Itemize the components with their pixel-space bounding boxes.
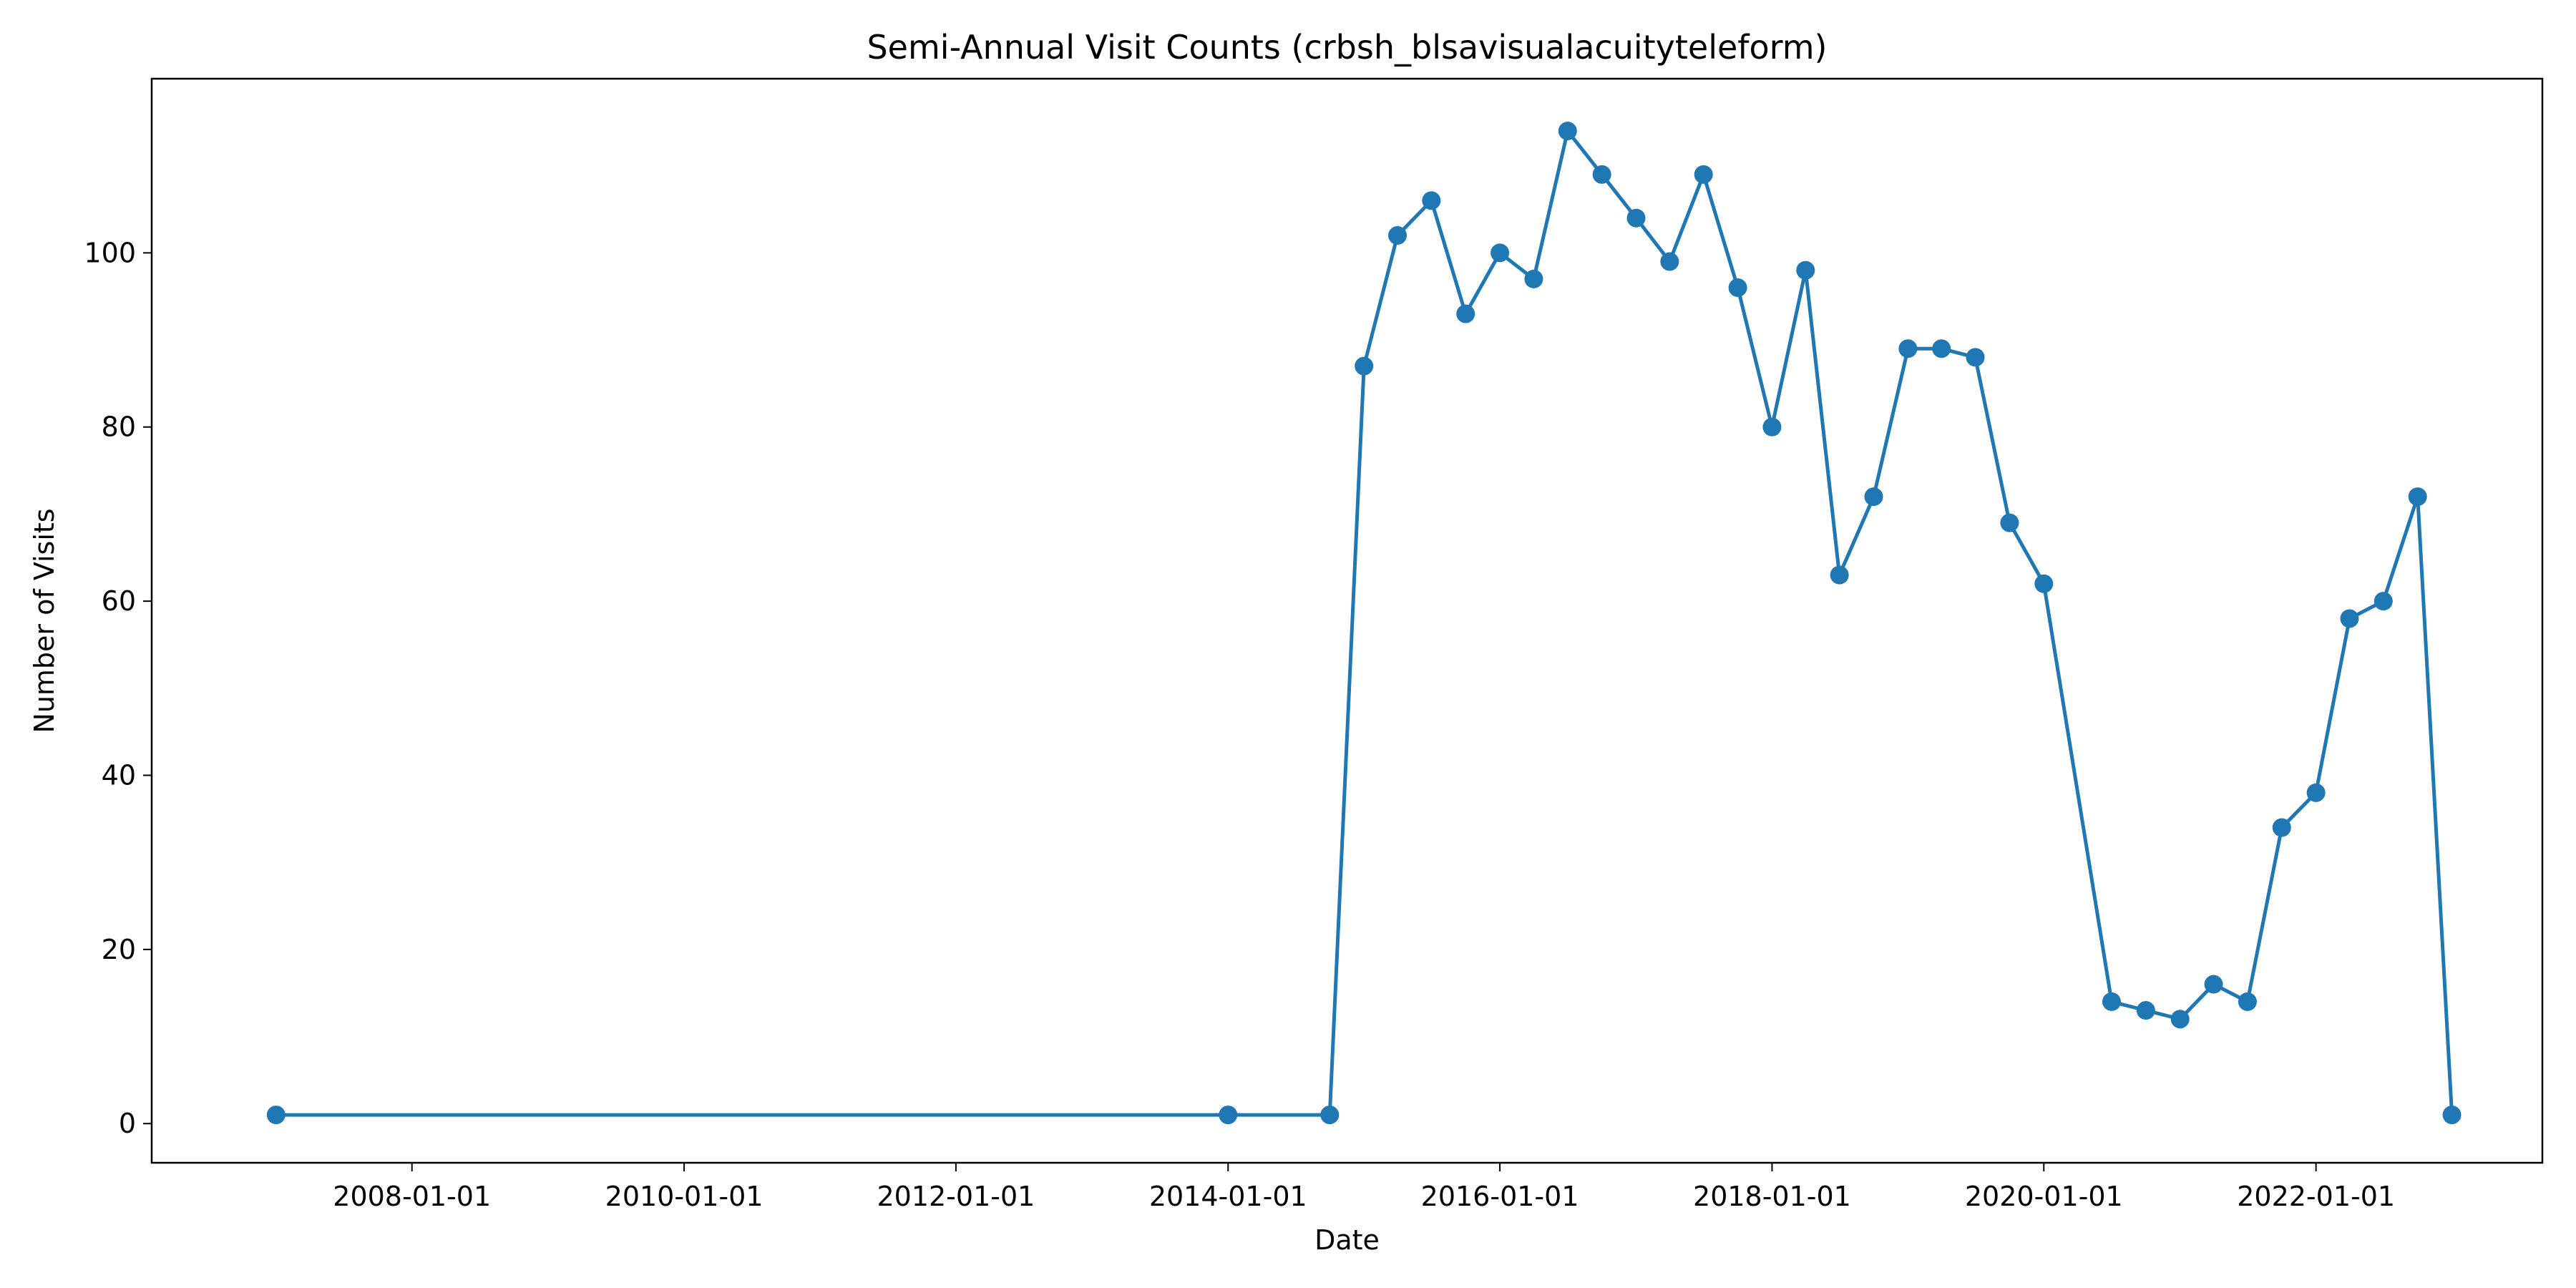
data-point xyxy=(1864,487,1883,507)
data-point xyxy=(2102,992,2121,1011)
x-tick-label: 2020-01-01 xyxy=(1965,1181,2123,1212)
data-point xyxy=(1524,269,1543,288)
data-point xyxy=(2306,783,2326,802)
data-point xyxy=(2340,609,2359,628)
x-tick-label: 2016-01-01 xyxy=(1421,1181,1579,1212)
data-point xyxy=(2408,487,2427,507)
x-tick-label: 2010-01-01 xyxy=(605,1181,763,1212)
series-layer xyxy=(266,122,2462,1125)
y-tick-label: 60 xyxy=(102,585,136,617)
data-point xyxy=(1219,1106,1238,1125)
data-point xyxy=(1966,348,1985,367)
data-point xyxy=(1388,226,1407,245)
data-point xyxy=(1422,191,1441,210)
data-point xyxy=(1355,356,1374,376)
data-point xyxy=(1592,165,1611,184)
plot-area-frame xyxy=(150,77,2544,1164)
data-point xyxy=(1558,122,1577,141)
data-point xyxy=(2170,1010,2190,1029)
data-point xyxy=(1660,252,1679,271)
x-axis-title: Date xyxy=(1314,1224,1380,1256)
data-point xyxy=(1762,417,1782,436)
data-point xyxy=(2272,818,2291,837)
x-tick-label: 2008-01-01 xyxy=(333,1181,491,1212)
data-point xyxy=(1694,165,1713,184)
data-point xyxy=(2204,975,2223,994)
data-point xyxy=(2136,1001,2155,1020)
data-point xyxy=(1491,243,1510,263)
x-tick-label: 2014-01-01 xyxy=(1149,1181,1307,1212)
data-point xyxy=(1830,565,1849,585)
x-tick-label: 2022-01-01 xyxy=(2237,1181,2395,1212)
data-point xyxy=(1898,339,1918,358)
data-point xyxy=(2373,592,2393,611)
data-point xyxy=(1728,278,1747,298)
chart-title: Semi-Annual Visit Counts (crbsh_blsavisu… xyxy=(867,28,1827,67)
y-axis-ticks: 0 20 40 60 80 100 xyxy=(84,237,152,1139)
data-point xyxy=(1932,339,1951,358)
y-axis-title: Number of Visits xyxy=(29,508,60,733)
data-point xyxy=(1456,304,1475,323)
x-tick-label: 2018-01-01 xyxy=(1693,1181,1851,1212)
y-tick-label: 0 xyxy=(119,1108,136,1139)
y-tick-label: 100 xyxy=(84,237,136,268)
x-axis-ticks: 2008-01-01 2010-01-01 2012-01-01 2014-01-01… xyxy=(333,1163,2395,1212)
data-point xyxy=(2238,992,2257,1011)
series-line xyxy=(275,129,2454,1117)
data-point xyxy=(2000,513,2019,532)
y-tick-label: 20 xyxy=(102,934,136,965)
x-tick-label: 2012-01-01 xyxy=(877,1181,1035,1212)
data-point xyxy=(1626,208,1646,228)
data-point xyxy=(1320,1106,1340,1125)
data-point xyxy=(1796,260,1815,280)
y-tick-label: 80 xyxy=(102,411,136,443)
y-tick-label: 40 xyxy=(102,759,136,791)
data-point xyxy=(2034,574,2054,593)
data-point xyxy=(266,1106,286,1125)
data-point xyxy=(2442,1106,2462,1125)
